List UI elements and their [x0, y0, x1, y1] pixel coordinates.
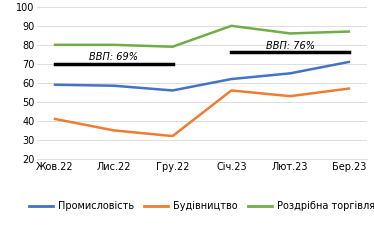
Роздрібна торгівля	[170, 45, 175, 48]
Роздрібна торгівля	[229, 25, 234, 27]
Промисловість	[347, 61, 351, 63]
Промисловість	[53, 83, 57, 86]
Роздрібна торгівля	[288, 32, 292, 35]
Роздрібна торгівля	[111, 44, 116, 46]
Роздрібна торгівля	[53, 44, 57, 46]
Промисловість	[229, 78, 234, 80]
Будівництво	[229, 89, 234, 92]
Будівництво	[288, 95, 292, 98]
Роздрібна торгівля	[347, 30, 351, 33]
Промисловість	[288, 72, 292, 75]
Промисловість	[170, 89, 175, 92]
Text: ВВП: 76%: ВВП: 76%	[266, 41, 315, 51]
Будівництво	[111, 129, 116, 132]
Промисловість	[111, 84, 116, 87]
Line: Будівництво: Будівництво	[55, 89, 349, 136]
Будівництво	[170, 135, 175, 137]
Text: ВВП: 69%: ВВП: 69%	[89, 52, 138, 62]
Будівництво	[347, 87, 351, 90]
Legend: Промисловість, Будівництво, Роздрібна торгівля: Промисловість, Будівництво, Роздрібна то…	[25, 197, 374, 215]
Line: Роздрібна торгівля: Роздрібна торгівля	[55, 26, 349, 47]
Будівництво	[53, 118, 57, 120]
Line: Промисловість: Промисловість	[55, 62, 349, 90]
